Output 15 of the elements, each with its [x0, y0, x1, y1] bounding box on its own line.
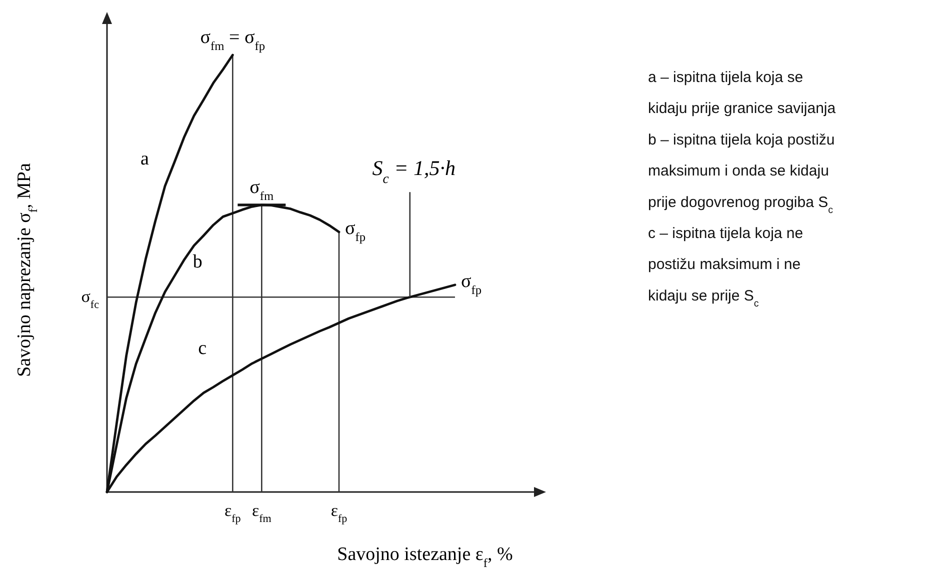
- x-axis-title: Savojno istezanje ε$_{f}$, %: [337, 544, 514, 570]
- text: σ$_{fp}$: [461, 270, 482, 297]
- x-tick-label: ε$_{fp}$: [224, 501, 242, 525]
- series-label: c: [198, 338, 207, 359]
- annotation: σ$_{fm}$: [250, 176, 274, 203]
- annotation: σ$_{fm}$ = σ$_{fp}$: [200, 27, 266, 53]
- ref-line-label: σ$_{fc}$: [81, 287, 100, 312]
- series-label: b: [192, 252, 202, 273]
- text: c – ispitna tijela koja ne postižu maksimum i ne kidaju se prije S$_{c}$: [648, 225, 804, 309]
- x-tick-label: ε$_{fm}$: [252, 501, 272, 525]
- x-tick-label: ε$_{fp}$: [330, 501, 348, 525]
- text: b – ispitna tijela koja postižu maksimum i onda se kidaju prije dogovrenog progiba S$_{c}$: [648, 131, 835, 216]
- annotation: S$_{c}$ = 1,5·h: [372, 156, 456, 186]
- annotation: σ$_{fp}$: [345, 218, 366, 244]
- series-label: a: [140, 148, 150, 170]
